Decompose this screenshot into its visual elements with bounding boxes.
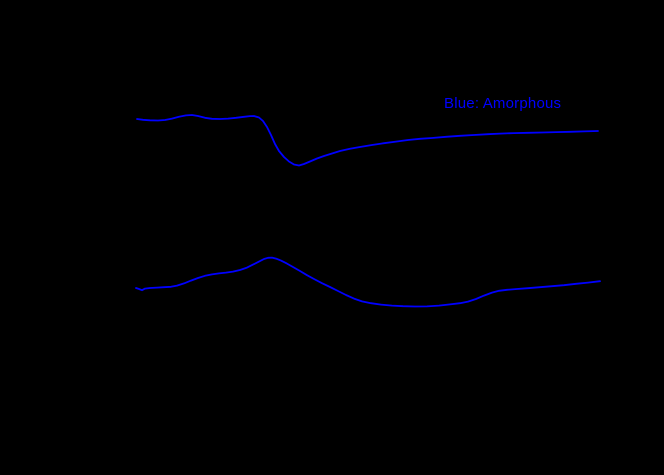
amorphous-lower-curve [135,256,601,308]
amorphous-upper-curve [136,114,599,167]
amorphous-annotation-label: Blue: Amorphous [444,95,562,112]
